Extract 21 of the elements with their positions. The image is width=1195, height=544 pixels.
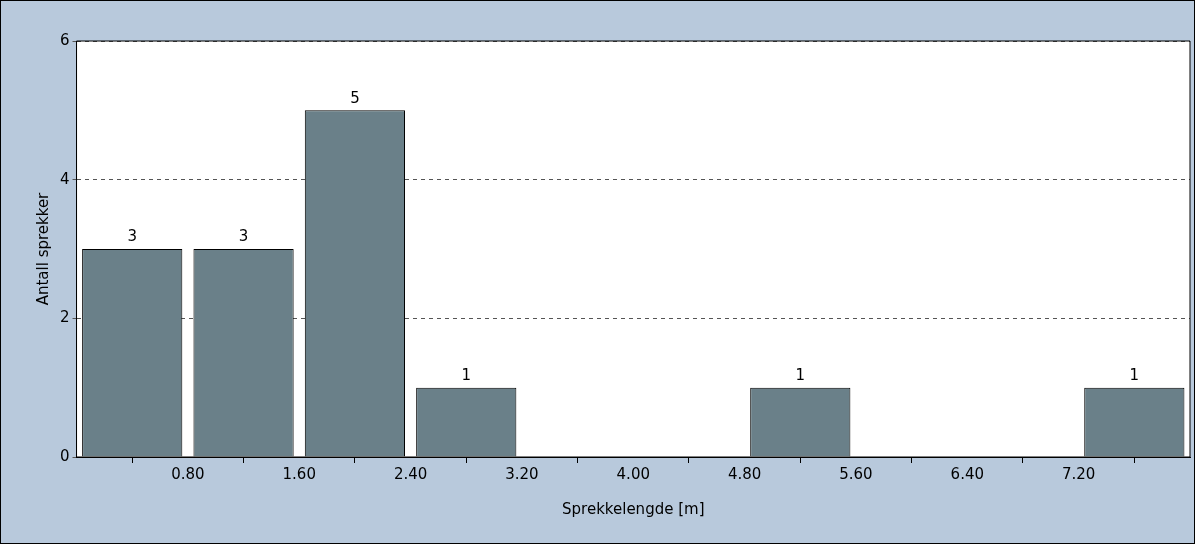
x-tick-label: 6.40 <box>950 464 985 483</box>
x-tick-label: 5.60 <box>839 464 873 483</box>
x-tick-label: 3.20 <box>505 464 539 483</box>
x-tick-label: 4.80 <box>727 464 762 483</box>
data-label: 3 <box>127 227 137 246</box>
data-label: 5 <box>350 88 360 107</box>
x-tick-label: 4.00 <box>616 464 650 483</box>
y-tick-label: 2 <box>60 308 70 327</box>
x-tick-label: 7.20 <box>1061 464 1096 483</box>
x-tick-label: 1.60 <box>282 464 316 483</box>
x-tick-label: 2.40 <box>393 464 428 483</box>
data-label: 1 <box>1129 366 1140 385</box>
data-label: 3 <box>238 227 249 246</box>
data-label: 1 <box>461 366 472 385</box>
y-tick-label: 4 <box>60 169 70 188</box>
x-tick-label: 0.80 <box>171 464 205 483</box>
x-axis-title: Sprekkelengde [m] <box>562 499 705 518</box>
y-tick-label: 6 <box>60 30 70 49</box>
y-axis-title: Antall sprekker <box>33 191 52 306</box>
y-tick-label: 0 <box>60 446 70 465</box>
data-label: 1 <box>795 366 806 385</box>
